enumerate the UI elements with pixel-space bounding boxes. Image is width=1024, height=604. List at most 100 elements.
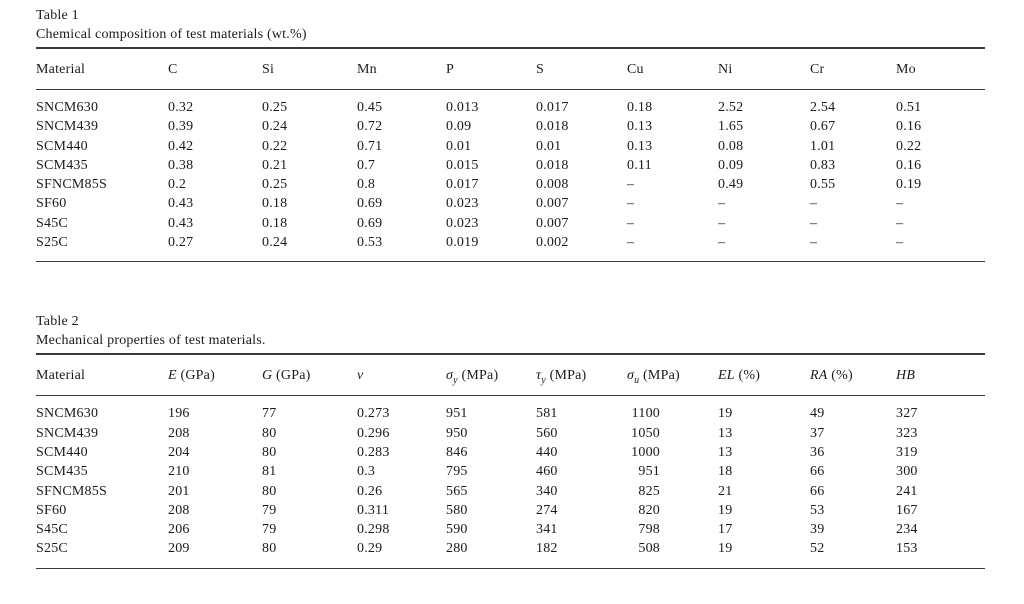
value-cell: 0.2 — [168, 177, 187, 193]
header-segment: (%) — [827, 368, 853, 384]
value-cell: 0.22 — [262, 138, 288, 154]
table-row: SFNCM85S 201 80 0.26 565 340 825 21 66 241 — [36, 482, 985, 501]
value-cell: 17 — [718, 522, 733, 538]
column-header: P — [446, 48, 536, 90]
column-header: EL (%) — [718, 354, 810, 397]
value-cell: 0.26 — [357, 483, 383, 499]
value-cell: 0.298 — [357, 522, 390, 538]
value-cell: 234 — [896, 522, 918, 538]
value-cell: 0.023 — [446, 196, 479, 212]
value-cell: 323 — [896, 425, 918, 441]
header-segment: HB — [896, 368, 916, 384]
material-cell: SCM440 — [36, 138, 88, 154]
value-cell: – — [627, 196, 635, 212]
value-cell: 0.01 — [536, 138, 562, 154]
value-cell: 0.24 — [262, 119, 288, 135]
value-cell: 36 — [810, 444, 825, 460]
value-cell: 0.019 — [446, 235, 479, 251]
value-cell: 340 — [536, 483, 558, 499]
value-cell: 2.52 — [718, 100, 744, 115]
value-cell: – — [718, 215, 726, 231]
value-cell: 0.43 — [168, 196, 194, 212]
header-segment: y — [541, 375, 546, 387]
column-header: σu (MPa) — [627, 354, 718, 397]
value-cell: 300 — [896, 464, 918, 480]
value-cell: 0.13 — [627, 119, 653, 135]
value-cell: 81 — [262, 464, 277, 480]
chemical-composition-table: Material C Si Mn P S Cu Ni Cr Mo SNCM630 0.32 0.25 0… — [36, 47, 985, 263]
material-cell: SNCM439 — [36, 425, 99, 441]
value-cell: – — [718, 196, 726, 212]
value-cell: 80 — [262, 444, 277, 460]
value-cell: 80 — [262, 483, 277, 499]
value-cell: 0.43 — [168, 215, 194, 231]
value-cell: – — [627, 177, 635, 193]
column-header: Material — [36, 354, 168, 397]
header-segment: (%) — [734, 368, 761, 384]
value-cell: – — [810, 215, 818, 231]
value-cell: 0.09 — [718, 157, 744, 173]
value-cell: 798 — [638, 522, 660, 538]
header-segment: σ — [627, 368, 635, 384]
table-row: SFNCM85S 0.2 0.25 0.8 0.017 0.008 – 0.49 0.55 0.1… — [36, 175, 985, 194]
value-cell: 204 — [168, 444, 190, 460]
value-cell: 0.013 — [446, 100, 479, 115]
value-cell: 0.71 — [357, 138, 383, 154]
value-cell: 0.27 — [168, 235, 194, 251]
value-cell: 0.69 — [357, 196, 383, 212]
column-header: G (GPa) — [262, 354, 357, 397]
value-cell: 0.008 — [536, 177, 569, 193]
material-cell: SCM440 — [36, 444, 88, 460]
value-cell: 1.65 — [718, 119, 744, 135]
material-cell: SCM435 — [36, 157, 88, 173]
value-cell: 0.83 — [810, 157, 836, 173]
value-cell: 580 — [446, 502, 468, 518]
column-header: Mo — [896, 48, 985, 90]
value-cell: 0.11 — [627, 157, 652, 173]
table-row: SNCM630 0.32 0.25 0.45 0.013 0.017 0.18 2.52 2.5… — [36, 90, 985, 118]
value-cell: 167 — [896, 502, 918, 518]
value-cell: – — [810, 235, 818, 251]
value-cell: 80 — [262, 425, 277, 441]
value-cell: 0.19 — [896, 177, 922, 193]
value-cell: 950 — [446, 425, 468, 441]
table-row: S45C 206 79 0.298 590 341 798 17 39 234 — [36, 520, 985, 539]
header-segment: Material — [36, 368, 86, 384]
value-cell: 0.72 — [357, 119, 383, 135]
value-cell: 327 — [896, 406, 918, 422]
header-segment: Cu — [627, 62, 644, 77]
value-cell: – — [896, 235, 904, 251]
header-segment: Ni — [718, 62, 733, 77]
value-cell: 37 — [810, 425, 825, 441]
value-cell: 77 — [262, 406, 277, 422]
header-segment: Mo — [896, 62, 916, 77]
document-page: Table 1 Chemical composition of test mat… — [36, 8, 1024, 569]
value-cell: 0.296 — [357, 425, 390, 441]
value-cell: 280 — [446, 541, 468, 557]
value-cell: 1050 — [631, 425, 660, 441]
column-header: τy (MPa) — [536, 354, 627, 397]
value-cell: 0.29 — [357, 541, 383, 557]
value-cell: 0.018 — [536, 157, 569, 173]
value-cell: 460 — [536, 464, 558, 480]
value-cell: 0.01 — [446, 138, 472, 154]
value-cell: – — [896, 196, 904, 212]
material-cell: S25C — [36, 541, 68, 557]
value-cell: 0.55 — [810, 177, 836, 193]
value-cell: 0.007 — [536, 215, 569, 231]
table-row: SCM440 0.42 0.22 0.71 0.01 0.01 0.13 0.08 1.01 0.… — [36, 137, 985, 156]
value-cell: 13 — [718, 425, 733, 441]
header-segment: Material — [36, 62, 86, 77]
header-segment: RA — [810, 368, 828, 384]
header-segment: (MPa) — [457, 368, 499, 384]
value-cell: 52 — [810, 541, 825, 557]
column-header: Cu — [627, 48, 718, 90]
table-row: S25C 209 80 0.29 280 182 508 19 52 153 — [36, 539, 985, 568]
table2-section: Table 2 Mechanical properties of test ma… — [36, 312, 1024, 569]
value-cell: 319 — [896, 444, 918, 460]
column-header: Si — [262, 48, 357, 90]
value-cell: – — [627, 215, 635, 231]
value-cell: 79 — [262, 502, 277, 518]
header-segment: (GPa) — [272, 368, 311, 384]
value-cell: – — [896, 215, 904, 231]
